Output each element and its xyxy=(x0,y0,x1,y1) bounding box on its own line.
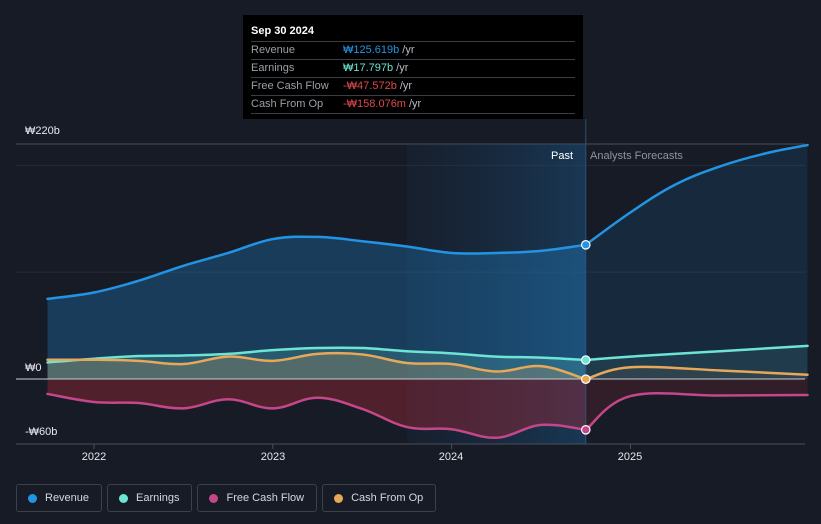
revenue-dot-icon xyxy=(28,493,37,503)
past-highlight-band xyxy=(406,144,586,444)
cash-from-op-past-area xyxy=(47,353,586,380)
legend-item-earnings[interactable]: Earnings xyxy=(107,484,193,512)
legend: Revenue Earnings Free Cash Flow Cash Fro… xyxy=(16,484,437,512)
y-tick-label-0: ₩0 xyxy=(25,362,42,374)
free-cash-flow-past-line xyxy=(46,392,588,440)
x-tick-label-2024: 2024 xyxy=(438,451,464,463)
tooltip-label: Free Cash Flow xyxy=(251,80,329,92)
cash-from-op-dot-icon xyxy=(334,493,344,503)
tooltip-value: ₩125.619b xyxy=(343,44,400,56)
legend-item-revenue[interactable]: Revenue xyxy=(16,484,103,512)
free-cash-flow-forecast-line xyxy=(584,392,809,432)
legend-label: Revenue xyxy=(45,492,90,504)
revenue-forecast-line xyxy=(584,143,809,247)
earnings-forecast-line xyxy=(584,344,809,362)
forecast-label: Analysts Forecasts xyxy=(590,150,683,162)
tooltip-unit: /yr xyxy=(396,62,409,74)
tooltip-value: ₩17.797b xyxy=(343,62,394,74)
tooltip-value: -₩47.572b xyxy=(343,80,397,92)
tooltip-date: Sep 30 2024 xyxy=(251,25,314,37)
legend-item-cash-from-op[interactable]: Cash From Op xyxy=(322,484,437,512)
earnings-dot-icon xyxy=(119,493,129,503)
legend-label: Free Cash Flow xyxy=(226,492,305,504)
cash-from-op-forecast-area xyxy=(585,366,808,380)
revenue-current-point xyxy=(580,240,591,250)
legend-label: Earnings xyxy=(136,492,180,504)
tooltip-unit: /yr xyxy=(402,44,415,56)
tooltip-label: Revenue xyxy=(251,44,296,56)
earnings-past-line xyxy=(46,346,588,364)
tooltip-row-revenue: Revenue ₩125.619b /yr xyxy=(251,41,575,59)
legend-label: Cash From Op xyxy=(351,492,424,504)
tooltip-label: Earnings xyxy=(251,62,295,74)
legend-item-free-cash-flow[interactable]: Free Cash Flow xyxy=(197,484,318,512)
x-tick-label-2022: 2022 xyxy=(81,451,107,463)
revenue-past-area xyxy=(47,236,586,379)
tooltip-value: -₩158.076m xyxy=(343,98,406,110)
free-cash-flow-past-area xyxy=(47,379,586,438)
tooltip-row-earnings: Earnings ₩17.797b /yr xyxy=(251,59,575,77)
y-tick-label-220: ₩220b xyxy=(25,125,60,137)
earnings-current-point xyxy=(580,355,591,365)
x-tick-label-2025: 2025 xyxy=(617,451,643,463)
y-tick-label-neg60: -₩60b xyxy=(25,426,58,438)
free-cash-flow-current-point xyxy=(580,425,591,435)
revenue-past-line xyxy=(46,235,588,301)
tooltip: Sep 30 2024 Revenue ₩125.619b /yr Earnin… xyxy=(243,15,583,119)
tooltip-unit: /yr xyxy=(408,98,422,110)
revenue-forecast-area xyxy=(585,145,808,379)
x-tick-label-2023: 2023 xyxy=(260,451,286,463)
tooltip-row-cash-from-op: Cash From Op -₩158.076m /yr xyxy=(251,95,575,114)
tooltip-label: Cash From Op xyxy=(251,98,324,110)
cash-from-op-current-point xyxy=(580,374,591,384)
past-label: Past xyxy=(551,150,574,162)
cash-from-op-forecast-line xyxy=(584,365,809,381)
cash-from-op-past-line xyxy=(46,351,588,381)
free-cash-flow-dot-icon xyxy=(209,493,219,503)
free-cash-flow-forecast-area xyxy=(585,379,808,430)
tooltip-unit: /yr xyxy=(399,80,413,92)
tooltip-row-free-cash-flow: Free Cash Flow -₩47.572b /yr xyxy=(251,77,575,95)
earnings-past-area xyxy=(47,347,586,379)
